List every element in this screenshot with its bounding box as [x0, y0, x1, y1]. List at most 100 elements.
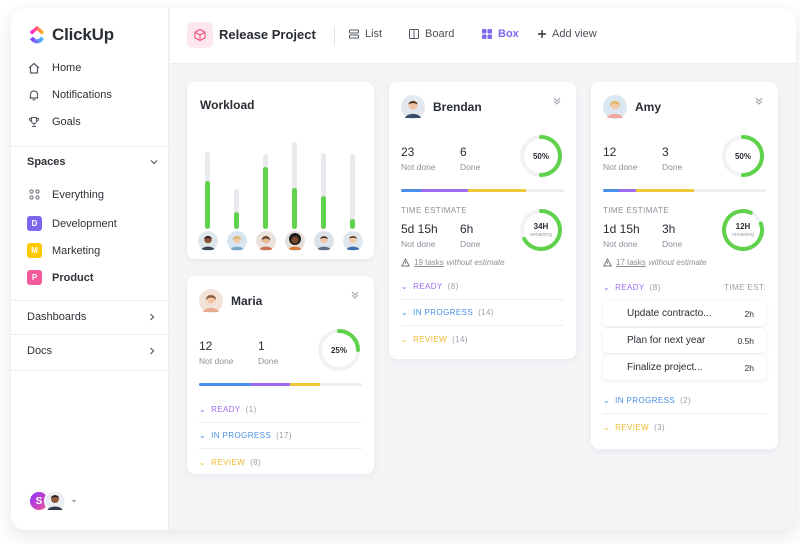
brendan-group-ready[interactable]: ⌄ READY (8) — [401, 274, 564, 300]
amy-time-estimate-label: TIME ESTIMATE — [603, 206, 669, 215]
space-marketing-label: Marketing — [52, 244, 101, 257]
space-everything[interactable]: Everything — [27, 187, 104, 202]
maria-group-review[interactable]: ⌄ REVIEW (8) — [199, 457, 262, 467]
top-header: Release Project List Board Box Add view — [170, 8, 796, 64]
workload-avatar-4[interactable] — [285, 231, 305, 251]
amy-group-in-progress[interactable]: ⌄ IN PROGRESS (2) — [603, 388, 766, 414]
add-view-button[interactable]: Add view — [537, 28, 597, 40]
group-count: (14) — [452, 334, 468, 344]
workload-avatar-1[interactable] — [198, 231, 218, 251]
amy-group-ready[interactable]: ⌄ READY (8) TIME EST. — [603, 282, 766, 292]
clickup-logo[interactable]: ClickUp — [28, 25, 114, 45]
amy-name: Amy — [635, 100, 662, 114]
grid-dots-icon — [29, 189, 40, 200]
chevron-right-icon — [150, 347, 155, 355]
nav-notifications[interactable]: Notifications — [27, 88, 112, 102]
sidebar-divider — [11, 334, 169, 335]
amy-status-bar — [603, 189, 766, 192]
group-label: READY — [615, 282, 645, 292]
brendan-progress-ring: 50% — [519, 134, 563, 178]
sidebar-docs[interactable]: Docs — [27, 345, 157, 357]
assignee-card-brendan: Brendan 23 Not done 6 Done 50% TIME ESTI… — [389, 82, 576, 359]
view-tab-box[interactable]: Box — [481, 28, 519, 40]
space-product[interactable]: P Product — [27, 270, 94, 285]
amy-warning-tasks-link[interactable]: 17 tasks — [616, 258, 646, 267]
workload-bar-fill — [350, 219, 355, 229]
workload-avatar-3[interactable] — [256, 231, 276, 251]
brendan-est-done: 6h Done — [460, 222, 480, 249]
space-marketing[interactable]: M Marketing — [27, 243, 100, 258]
brendan-not-done-label: Not done — [401, 162, 436, 172]
group-label: IN PROGRESS — [211, 431, 272, 440]
workload-bar-fill — [321, 196, 326, 229]
workload-bar-track — [234, 189, 239, 229]
brendan-not-done: 23 Not done — [401, 145, 436, 172]
group-count: (3) — [654, 422, 666, 432]
workload-card: Workload — [187, 82, 374, 259]
space-development[interactable]: D Development — [27, 216, 117, 231]
amy-est-not-done: 1d 15h Not done — [603, 222, 640, 249]
workload-avatar-5[interactable] — [314, 231, 334, 251]
workload-avatar-2[interactable] — [227, 231, 247, 251]
collapse-icon[interactable] — [350, 290, 360, 300]
task-row[interactable]: Plan for next year 0.5h — [603, 328, 766, 353]
task-hours: 2h — [744, 362, 754, 373]
warning-icon — [603, 258, 612, 267]
sidebar-dashboards[interactable]: Dashboards — [27, 311, 157, 323]
workload-avatar-6[interactable] — [343, 231, 363, 251]
nav-home[interactable]: Home — [27, 61, 81, 75]
maria-status-bar — [199, 383, 362, 386]
group-count: (2) — [680, 396, 692, 405]
group-count: (17) — [276, 431, 292, 440]
amy-avatar[interactable] — [603, 95, 627, 119]
task-row[interactable]: Finalize project... 2h — [603, 355, 766, 380]
amy-not-done-label: Not done — [603, 162, 638, 172]
task-name: Finalize project... — [627, 362, 703, 373]
collapse-icon[interactable] — [754, 96, 764, 106]
amy-progress-ring: 50% — [721, 134, 765, 178]
space-badge-m: M — [27, 243, 42, 258]
spaces-header[interactable]: Spaces — [27, 156, 159, 168]
plus-icon — [538, 30, 546, 38]
group-label: REVIEW — [211, 457, 246, 467]
amy-header: Amy — [603, 95, 661, 119]
brendan-est-not-done-label: Not done — [401, 239, 436, 249]
group-label: READY — [211, 405, 241, 414]
board-icon — [409, 29, 419, 39]
amy-remaining-label: remaining — [732, 232, 754, 238]
user-menu[interactable]: S — [28, 490, 78, 512]
brendan-group-in-progress[interactable]: ⌄ IN PROGRESS (14) — [401, 300, 564, 326]
space-everything-label: Everything — [52, 188, 104, 201]
maria-not-done-count: 12 — [199, 339, 213, 353]
task-name: Plan for next year — [627, 335, 706, 346]
maria-group-ready[interactable]: ⌄ READY (1) — [199, 397, 362, 423]
view-tab-list[interactable]: List — [348, 28, 382, 40]
chevron-down-icon — [150, 160, 158, 165]
brendan-warning-tasks-link[interactable]: 19 tasks — [414, 258, 444, 267]
sidebar-divider — [11, 370, 169, 371]
maria-group-in-progress[interactable]: ⌄ IN PROGRESS (17) — [199, 423, 362, 449]
brendan-percent-label: 50% — [532, 151, 549, 161]
view-tab-box-label: Box — [498, 28, 519, 40]
docs-label: Docs — [27, 345, 53, 357]
collapse-icon[interactable] — [552, 96, 562, 106]
amy-not-done: 12 Not done — [603, 145, 638, 172]
group-count: (8) — [250, 457, 262, 467]
brendan-name: Brendan — [433, 100, 482, 114]
amy-est-done-value: 3h — [662, 222, 676, 236]
cube-icon — [194, 28, 206, 42]
brendan-est-not-done: 5d 15h Not done — [401, 222, 438, 249]
workload-bar-track — [263, 154, 268, 229]
task-row[interactable]: Update contracto... 2h — [603, 301, 766, 326]
amy-percent-label: 50% — [734, 151, 751, 161]
maria-avatar[interactable] — [199, 289, 223, 313]
brendan-group-review[interactable]: ⌄ REVIEW (14) — [401, 334, 468, 344]
brendan-avatar[interactable] — [401, 95, 425, 119]
view-tab-board[interactable]: Board — [408, 28, 454, 40]
brendan-time-estimate-label: TIME ESTIMATE — [401, 206, 467, 215]
nav-goals[interactable]: Goals — [27, 115, 81, 129]
brendan-done-count: 6 — [460, 145, 467, 159]
box-grid-icon — [482, 29, 492, 39]
amy-group-review[interactable]: ⌄ REVIEW (3) — [603, 422, 666, 432]
workload-bar-track — [292, 142, 297, 229]
